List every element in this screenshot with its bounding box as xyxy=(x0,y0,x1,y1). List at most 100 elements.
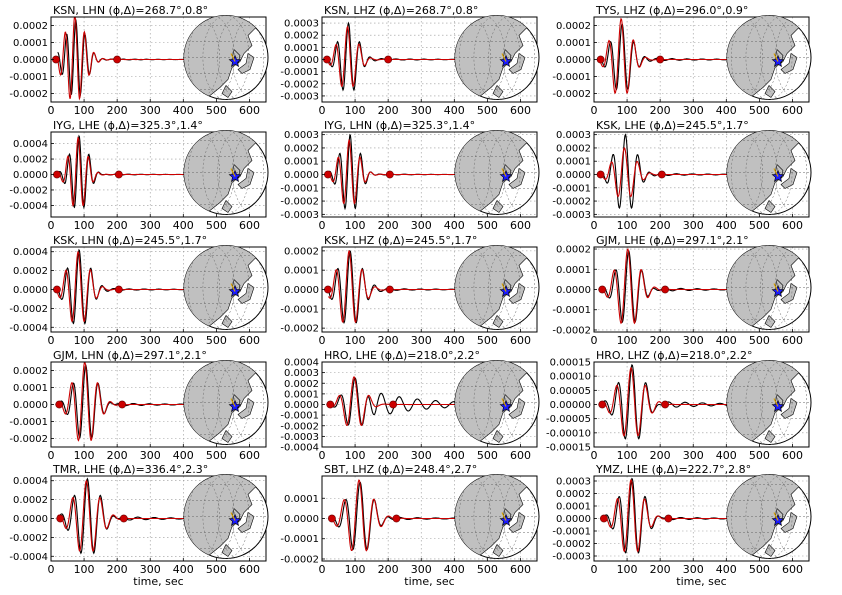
y-tick-label: 0.00000 xyxy=(550,400,591,411)
y-tick-label: 0.0001 xyxy=(284,389,319,400)
y-tick-label: -0.0001 xyxy=(280,183,319,194)
synthetic-trace xyxy=(328,138,468,205)
x-tick-label: 500 xyxy=(206,449,227,462)
meridian-line xyxy=(488,360,536,445)
panel-13: 0 100 200 300 400 500 600 0.0004 0.0002 0.0000 -0.… xyxy=(9,463,269,588)
x-tick-label: 600 xyxy=(510,334,531,347)
x-tick-label: 300 xyxy=(140,334,161,347)
y-tick-label: -0.0003 xyxy=(552,210,591,221)
x-tick-label: 300 xyxy=(683,449,704,462)
window-start-marker xyxy=(326,400,335,409)
panel-title: YMZ, LHE (ϕ,Δ)=222.7°,2.8° xyxy=(595,463,751,476)
y-tick-label: 0.0003 xyxy=(556,130,591,141)
globe-land xyxy=(184,474,268,559)
x-tick-label: 100 xyxy=(617,449,638,462)
x-tick-label: 200 xyxy=(378,334,399,347)
x-tick-label: 600 xyxy=(782,334,803,347)
x-tick-label: 500 xyxy=(477,104,498,117)
x-tick-label: 600 xyxy=(782,219,803,232)
x-tick-label: 600 xyxy=(510,104,531,117)
window-start-marker xyxy=(324,285,332,294)
synthetic-trace xyxy=(328,25,468,87)
panel-title: GJM, LHN (ϕ,Δ)=297.1°,2.1° xyxy=(53,349,207,362)
y-tick-label: 0.0000 xyxy=(284,400,319,411)
y-tick-label: -0.0004 xyxy=(9,201,48,212)
y-tick-label: 0.0001 xyxy=(556,38,591,49)
great-circle-path xyxy=(230,398,236,407)
meridian-line xyxy=(503,15,539,100)
meridian-line xyxy=(775,245,811,330)
x-tick-label: 100 xyxy=(74,449,95,462)
x-tick-label: 500 xyxy=(749,563,770,576)
panel-title: KSN, LHN (ϕ,Δ)=268.7°,0.8° xyxy=(53,4,208,17)
great-circle-path xyxy=(501,512,507,521)
y-tick-label: -0.00005 xyxy=(546,414,591,425)
panel-5: 0 100 200 300 400 500 600 0.0003 0.0002 0.0001 0.0… xyxy=(280,119,540,232)
y-tick-label: 0.0001 xyxy=(284,43,319,54)
y-tick-label: -0.0004 xyxy=(9,323,48,334)
synthetic-trace xyxy=(57,17,197,101)
y-tick-label: 0.0000 xyxy=(556,514,591,525)
x-axis-label: time, sec xyxy=(676,575,726,588)
observed-trace xyxy=(600,22,740,91)
window-end-marker xyxy=(392,514,401,523)
x-tick-label: 200 xyxy=(650,219,671,232)
y-tick-label: 0.0002 xyxy=(284,31,319,42)
y-tick-label: 0.0004 xyxy=(13,476,48,487)
y-tick-label: -0.00010 xyxy=(546,428,591,439)
y-tick-label: 0.0002 xyxy=(556,245,591,256)
x-tick-label: 200 xyxy=(107,563,128,576)
x-tick-label: 0 xyxy=(319,334,326,347)
x-tick-label: 300 xyxy=(683,563,704,576)
meridian-line xyxy=(217,15,265,100)
meridian-line xyxy=(488,245,536,330)
great-circle-path xyxy=(230,283,236,292)
panel-9: 0 100 200 300 400 500 600 0.0002 0.0001 0.0000 -0.… xyxy=(552,234,812,347)
x-tick-label: 600 xyxy=(510,563,531,576)
y-tick-label: -0.0004 xyxy=(9,552,48,563)
x-tick-label: 200 xyxy=(650,334,671,347)
window-end-marker xyxy=(664,514,673,523)
panel-4: 0 100 200 300 400 500 600 0.0004 0.0002 0.0000 -0.… xyxy=(9,119,269,232)
x-tick-label: 200 xyxy=(650,104,671,117)
window-end-marker xyxy=(119,514,128,523)
y-tick-label: -0.0002 xyxy=(280,197,319,208)
x-tick-label: 500 xyxy=(749,449,770,462)
y-tick-label: -0.0002 xyxy=(9,533,48,544)
panel-7: 0 100 200 300 400 500 600 0.0004 0.0002 0.0000 -0.… xyxy=(9,234,269,347)
y-tick-label: 0.0000 xyxy=(13,400,48,411)
x-tick-label: 400 xyxy=(173,449,194,462)
great-circle-path xyxy=(773,512,779,521)
station-map-globe xyxy=(183,130,269,215)
meridian-line xyxy=(184,474,220,559)
x-tick-label: 400 xyxy=(716,219,737,232)
y-tick-label: -0.0001 xyxy=(552,305,591,316)
window-start-marker xyxy=(596,55,605,64)
great-circle-path xyxy=(501,168,507,177)
x-tick-label: 100 xyxy=(617,334,638,347)
y-tick-label: -0.0003 xyxy=(280,432,319,443)
meridian-line xyxy=(232,474,268,559)
y-tick-label: -0.0002 xyxy=(552,197,591,208)
y-tick-label: -0.0001 xyxy=(552,527,591,538)
meridian-line xyxy=(503,130,539,215)
meridian-line xyxy=(217,130,265,215)
y-tick-label: -0.0002 xyxy=(280,324,319,335)
plot-area xyxy=(598,363,809,440)
panel-2: 0 100 200 300 400 500 600 0.00030.00020.00010.0… xyxy=(280,4,540,117)
x-tick-label: 600 xyxy=(782,104,803,117)
x-tick-label: 100 xyxy=(74,104,95,117)
station-map-globe xyxy=(454,130,540,215)
y-tick-label: -0.0002 xyxy=(280,421,319,432)
x-tick-label: 300 xyxy=(140,563,161,576)
great-circle-path xyxy=(773,168,779,177)
y-tick-label: 0.0000 xyxy=(284,170,319,181)
window-start-marker xyxy=(53,285,61,294)
window-end-marker xyxy=(661,400,670,409)
x-tick-label: 500 xyxy=(477,219,498,232)
window-start-marker xyxy=(324,170,332,179)
meridian-line xyxy=(232,360,268,445)
observed-trace xyxy=(57,134,197,210)
window-end-marker xyxy=(385,285,394,294)
y-tick-label: 0.0002 xyxy=(13,266,48,277)
